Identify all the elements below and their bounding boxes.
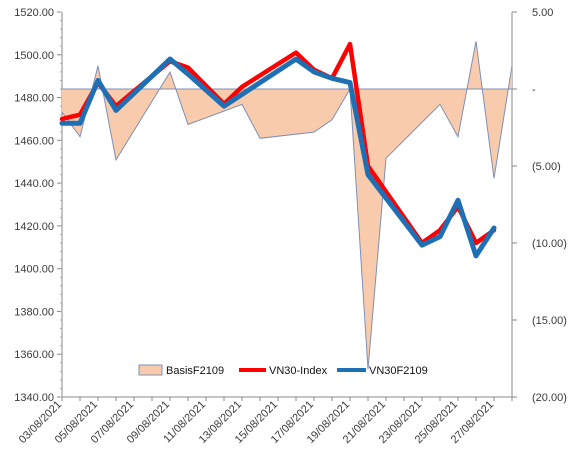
basis-area-fill — [62, 41, 512, 370]
left-tick-label: 1480.00 — [14, 93, 54, 105]
right-tick-label: (15.00) — [532, 315, 567, 327]
legend-swatch-basis — [138, 364, 163, 376]
legend: BasisF2109 VN30-Index VN30F2109 — [138, 364, 428, 377]
left-tick-label: 1380.00 — [14, 306, 54, 318]
left-tick-label: 1400.00 — [14, 264, 54, 276]
right-tick-label: 5.00 — [532, 7, 553, 19]
left-tick-label: 1420.00 — [14, 221, 54, 233]
legend-label-vn30f2109: VN30F2109 — [369, 365, 428, 377]
left-tick-label: 1340.00 — [14, 392, 54, 404]
legend-label-basis: BasisF2109 — [166, 365, 224, 377]
vn30f2109-line — [59, 56, 497, 259]
right-tick-label: (20.00) — [532, 392, 567, 404]
right-tick-label: (10.00) — [532, 238, 567, 250]
left-tick-label: 1460.00 — [14, 135, 54, 147]
left-tick-label: 1520.00 — [14, 7, 54, 19]
left-tick-label: 1500.00 — [14, 50, 54, 62]
left-tick-label: 1360.00 — [14, 349, 54, 361]
vn30-index-line — [59, 41, 497, 246]
basis-area-line — [61, 41, 513, 370]
right-tick-label: (5.00) — [532, 161, 561, 173]
right-tick-label: - — [532, 84, 536, 96]
legend-label-vn30-index: VN30-Index — [269, 365, 328, 377]
left-tick-label: 1440.00 — [14, 178, 54, 190]
